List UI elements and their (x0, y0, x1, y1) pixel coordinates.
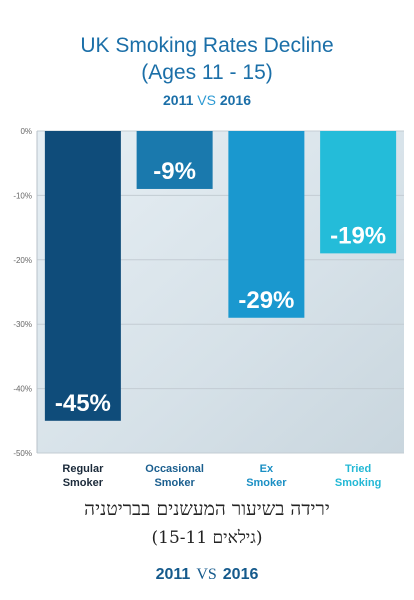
hebrew-title: ירידה בשיעור המעשנים בבריטניה (84, 498, 330, 520)
category-label: Smoking (335, 477, 381, 489)
bottom-year-end: 2016 (222, 566, 259, 583)
category-label: Smoker (154, 477, 195, 489)
year-end: 2016 (219, 92, 251, 108)
chart-subtitle: (Ages 11 - 15) (141, 61, 273, 84)
y-tick-label: -20% (13, 256, 32, 265)
bar-value-label: -19% (330, 222, 386, 249)
category-label: Occasional (145, 463, 204, 475)
category-label: Tried (345, 463, 371, 475)
y-tick-label: -40% (13, 385, 32, 394)
category-label: Regular (62, 463, 104, 475)
year-start: 2011 (163, 92, 194, 108)
bar (44, 131, 121, 421)
bottom-year-comparison: 2011 VS 2016 (0, 566, 414, 584)
bar (136, 131, 213, 189)
y-tick-label: -10% (13, 191, 32, 200)
y-tick-label: 0% (20, 127, 32, 136)
category-label: Smoker (246, 477, 287, 489)
bottom-vs-label: VS (196, 566, 217, 583)
bar-value-label: -29% (238, 287, 294, 314)
year-comparison: 2011 VS 2016 (0, 92, 414, 108)
vs-label: VS (197, 92, 216, 108)
y-tick-label: -30% (13, 320, 32, 329)
bottom-year-start: 2011 (155, 566, 191, 583)
category-label: Ex (260, 463, 274, 475)
bar-value-label: -9% (153, 158, 196, 185)
y-tick-label: -50% (13, 449, 32, 458)
bar (320, 131, 397, 254)
chart-title: UK Smoking Rates Decline (80, 34, 334, 57)
hebrew-subtitle: (גילאים 15-11) (151, 528, 263, 548)
bar-value-label: -45% (55, 390, 111, 417)
bar (228, 131, 305, 318)
category-label: Smoker (63, 477, 104, 489)
